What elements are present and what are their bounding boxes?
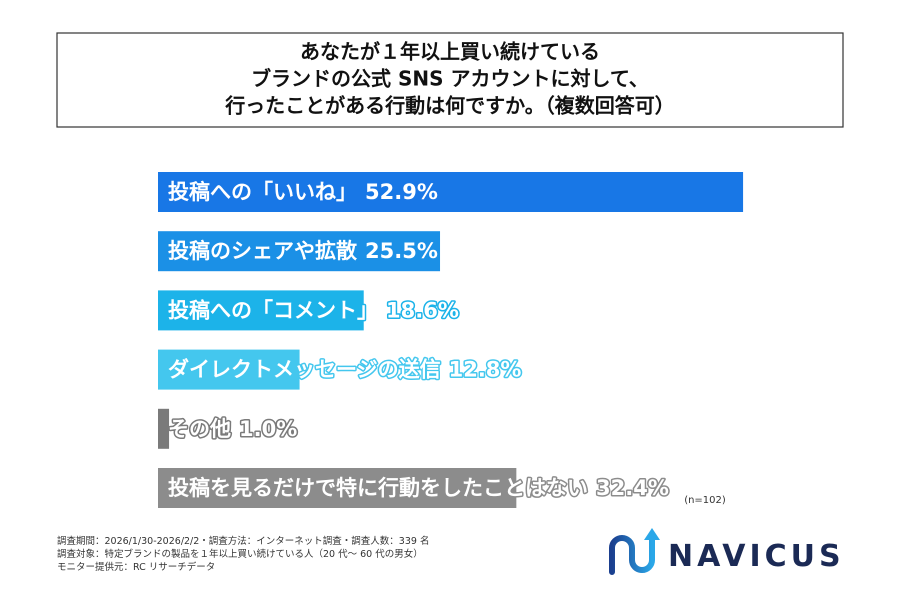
value-label: 1.0% [239,417,297,441]
value-label: 32.4% [596,476,669,500]
bar [158,231,441,272]
bar [158,172,744,212]
logo-text: NAVICUS [668,539,845,574]
bar [158,349,300,390]
bar-label: ダイレクトメッセージの送信 12.8% [168,358,521,382]
value-label: 25.5% [365,239,438,263]
bar [158,290,364,331]
bar-label: 投稿への「いいね」 52.9% [168,180,438,204]
chart-title: あなたが１年以上買い続けている [300,40,600,64]
title-box [56,32,844,128]
bar-label: 投稿を見るだけで特に行動をしたことはない 32.4% [168,476,669,500]
footnote: モニター提供元：RC リサーチデータ [57,561,215,573]
footnote: 調査期間：2026/1/30-2026/2/2・調査方法：インターネット調査・調… [57,535,429,547]
value-label: 52.9% [365,180,438,204]
logo-icon [609,528,660,575]
sample-size: (n=102) [684,495,726,506]
bar-label: 投稿のシェアや拡散 25.5% [168,239,438,263]
bar [158,408,170,449]
category-label: 投稿への「コメント」 [168,298,378,322]
category-label: 投稿を見るだけで特に行動をしたことはない [168,476,588,500]
value-label: 12.8% [449,358,522,382]
category-label: その他 [168,417,231,441]
value-label: 18.6% [386,298,459,322]
category-label: 投稿への「いいね」 [168,180,357,204]
bar-label: その他 1.0% [168,417,297,441]
chart-title: ブランドの公式 SNS アカウントに対して、 [251,67,649,91]
bar [158,468,517,508]
category-label: ダイレクトメッセージの送信 [168,358,441,382]
bar-label: 投稿への「コメント」 18.6% [168,298,459,322]
chart-title: 行ったことがある行動は何ですか。（複数回答可） [224,94,675,118]
footnote: 調査対象：特定ブランドの製品を１年以上買い続けている人（20 代〜 60 代の男… [57,548,423,560]
category-label: 投稿のシェアや拡散 [168,239,357,263]
